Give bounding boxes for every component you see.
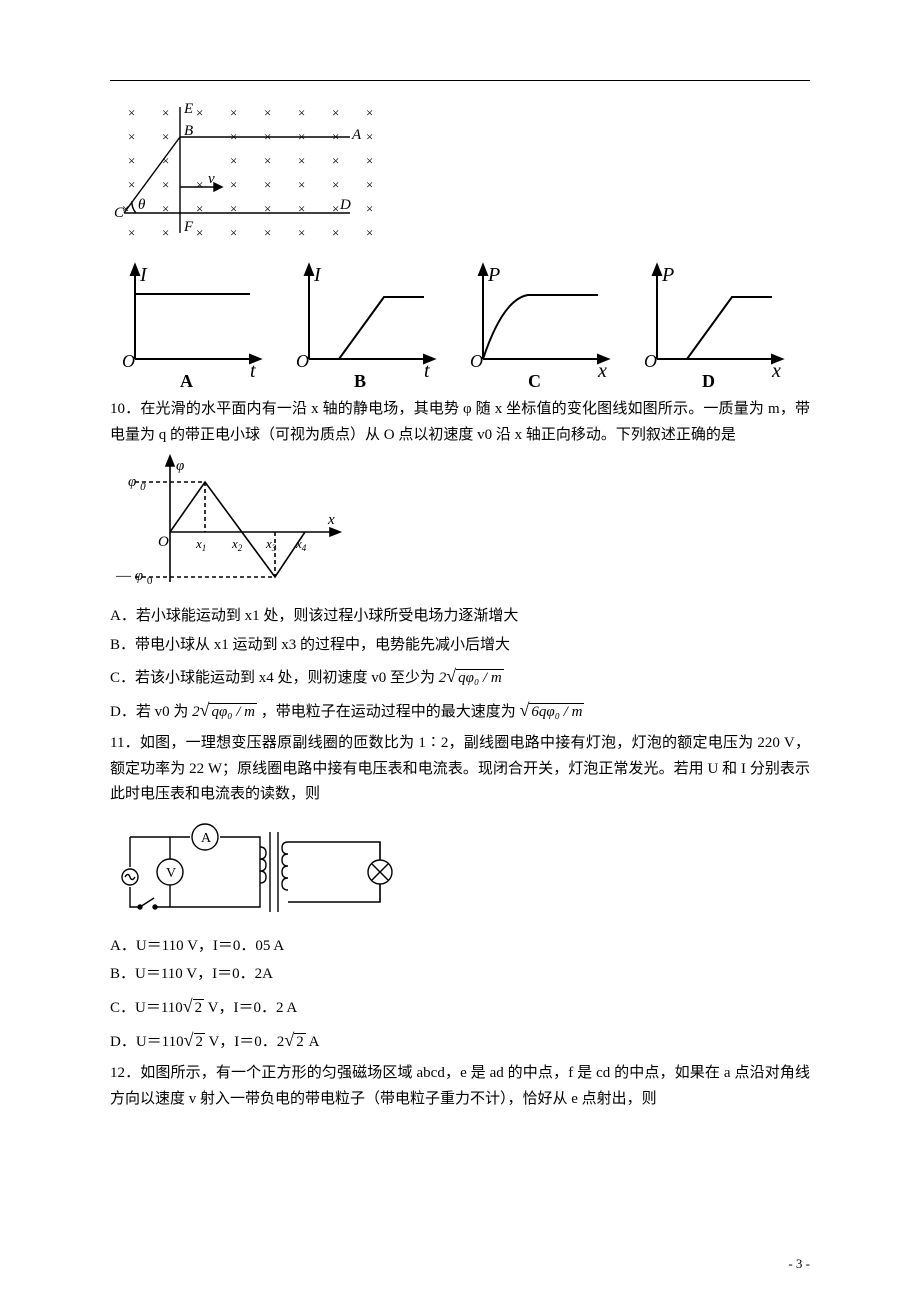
figure-four-graphs: I O t A I O t B P O x C <box>110 259 810 389</box>
q10-opt-C: C．若该小球能运动到 x4 处，则初速度 v0 至少为 2√qφ₀ / m <box>110 659 810 693</box>
svg-text:×: × <box>298 225 305 240</box>
svg-text:×: × <box>230 153 237 168</box>
svg-text:x: x <box>771 360 781 382</box>
q11-opt-D: D．U＝110√2 V，I＝0．2√2 A <box>110 1023 810 1057</box>
q11-opt-A: A．U＝110 V，I＝0．05 A <box>110 932 810 961</box>
svg-text:×: × <box>162 129 169 144</box>
label-C: C <box>114 205 125 221</box>
svg-text:×: × <box>264 105 271 120</box>
svg-text:×: × <box>366 105 373 120</box>
svg-text:×: × <box>128 177 135 192</box>
q12-stem: 12．如图所示，有一个正方形的匀强磁场区域 abcd，e 是 ad 的中点，f … <box>110 1061 810 1112</box>
label-B: B <box>184 123 193 139</box>
svg-text:×: × <box>298 177 305 192</box>
svg-text:×: × <box>128 129 135 144</box>
svg-text:O: O <box>296 351 309 371</box>
svg-text:x1: x1 <box>195 536 206 553</box>
figure-magnetic-field: × × × × × × × × × × × × × × × × × × × × × × × × × × × × × × × × × × × ×… <box>110 101 810 251</box>
svg-text:×: × <box>298 153 305 168</box>
svg-text:C: C <box>528 371 541 389</box>
svg-text:A: A <box>180 371 193 389</box>
svg-text:×: × <box>162 105 169 120</box>
label-E: E <box>183 101 193 117</box>
svg-text:V: V <box>166 866 176 881</box>
svg-text:×: × <box>298 201 305 216</box>
svg-text:×: × <box>196 105 203 120</box>
svg-text:×: × <box>366 201 373 216</box>
svg-text:×: × <box>196 177 203 192</box>
svg-text:O: O <box>158 534 169 550</box>
svg-text:×: × <box>196 201 203 216</box>
svg-text:x4: x4 <box>295 536 307 553</box>
label-F: F <box>183 219 194 235</box>
svg-text:×: × <box>128 153 135 168</box>
page-number: - 3 - <box>788 1256 810 1272</box>
svg-text:×: × <box>128 105 135 120</box>
svg-text:φ: φ <box>176 458 184 474</box>
svg-text:×: × <box>332 177 339 192</box>
svg-text:×: × <box>332 105 339 120</box>
svg-text:x3: x3 <box>265 536 277 553</box>
svg-text:O: O <box>122 351 135 371</box>
svg-text:×: × <box>230 201 237 216</box>
svg-text:O: O <box>470 351 483 371</box>
q10-opt-B: B．带电小球从 x1 运动到 x3 的过程中，电势能先减小后增大 <box>110 631 810 660</box>
q11-options: A．U＝110 V，I＝0．05 A B．U＝110 V，I＝0．2A C．U＝… <box>110 932 810 1057</box>
svg-text:x2: x2 <box>231 536 243 553</box>
svg-text:×: × <box>332 201 339 216</box>
svg-text:×: × <box>298 105 305 120</box>
svg-text:×: × <box>128 225 135 240</box>
figure-transformer-circuit: A V <box>110 812 810 932</box>
svg-text:×: × <box>366 177 373 192</box>
svg-text:x: x <box>597 360 607 382</box>
svg-text:×: × <box>366 153 373 168</box>
svg-text:×: × <box>264 201 271 216</box>
svg-text:×: × <box>264 177 271 192</box>
q10-opt-D: D．若 v0 为 2√qφ₀ / m ，带电粒子在运动过程中的最大速度为 √6q… <box>110 693 810 727</box>
q10-options: A．若小球能运动到 x1 处，则该过程小球所受电场力逐渐增大 B．带电小球从 x… <box>110 602 810 727</box>
label-A1: A <box>351 127 362 143</box>
svg-text:×: × <box>366 129 373 144</box>
svg-text:φ 0: φ 0 <box>128 474 146 493</box>
svg-text:×: × <box>264 225 271 240</box>
svg-text:t: t <box>250 360 256 382</box>
svg-text:D: D <box>702 371 715 389</box>
svg-text:A: A <box>201 831 212 846</box>
q11-opt-B: B．U＝110 V，I＝0．2A <box>110 960 810 989</box>
figure-phi-x: φ φ 0 — φ 0 O x x1 x2 x3 x4 <box>110 452 810 602</box>
svg-text:×: × <box>264 153 271 168</box>
svg-text:O: O <box>644 351 657 371</box>
q11-opt-C: C．U＝110√2 V，I＝0．2 A <box>110 989 810 1023</box>
q10-opt-A: A．若小球能运动到 x1 处，则该过程小球所受电场力逐渐增大 <box>110 602 810 631</box>
svg-text:×: × <box>162 225 169 240</box>
svg-text:×: × <box>162 177 169 192</box>
svg-text:×: × <box>196 225 203 240</box>
svg-text:I: I <box>139 264 148 286</box>
svg-text:t: t <box>424 360 430 382</box>
svg-text:×: × <box>230 177 237 192</box>
svg-text:×: × <box>332 225 339 240</box>
svg-text:×: × <box>332 153 339 168</box>
q10-stem: 10．在光滑的水平面内有一沿 x 轴的静电场，其电势 φ 随 x 坐标值的变化图… <box>110 397 810 448</box>
svg-text:B: B <box>354 371 366 389</box>
svg-text:×: × <box>162 201 169 216</box>
svg-text:x: x <box>327 512 335 528</box>
label-D: D <box>339 197 351 213</box>
svg-text:×: × <box>230 225 237 240</box>
label-v: v <box>208 171 215 187</box>
svg-text:I: I <box>313 264 322 286</box>
svg-text:P: P <box>661 264 674 286</box>
svg-text:×: × <box>230 105 237 120</box>
label-theta: θ <box>138 197 146 213</box>
svg-text:×: × <box>366 225 373 240</box>
svg-text:— φ 0: — φ 0 <box>115 568 153 587</box>
svg-text:P: P <box>487 264 500 286</box>
q11-stem: 11．如图，一理想变压器原副线圈的匝数比为 1∶2，副线圈电路中接有灯泡，灯泡的… <box>110 731 810 808</box>
